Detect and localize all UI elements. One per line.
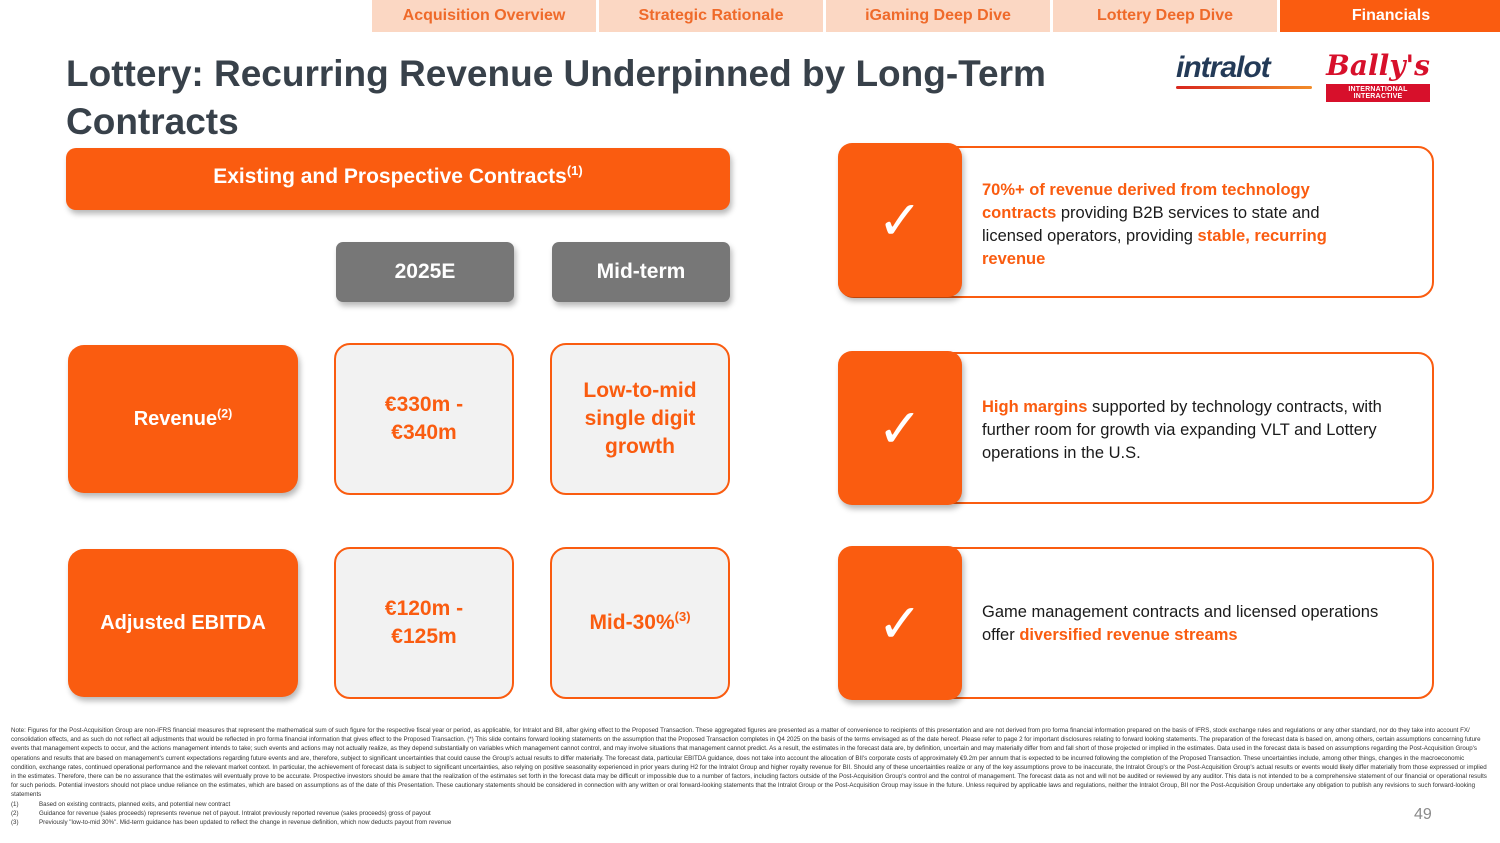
card-body: providing B2B services to state and lice…	[982, 204, 1320, 245]
row-label-revenue: Revenue(2)	[68, 345, 298, 493]
checkmark-icon: ✓	[838, 546, 962, 700]
revenue-2025e-cell: €330m - €340m	[334, 343, 514, 495]
footnote-ref-1: (1)	[566, 163, 583, 178]
revenue-midterm-cell: Low-to-mid single digit growth	[550, 343, 730, 495]
footnote-number: (2)	[11, 809, 19, 817]
intralot-logo: intralot	[1176, 52, 1316, 92]
card-text: Game management contracts and licensed o…	[982, 601, 1382, 647]
ebitda-2025e-cell: €120m - €125m	[334, 547, 514, 699]
footnote: (2) Guidance for revenue (sales proceeds)…	[11, 809, 1491, 818]
card-highlight: High margins	[982, 398, 1088, 416]
tab-financials[interactable]: Financials	[1280, 0, 1500, 32]
section-nav: Acquisition Overview Strategic Rationale…	[372, 0, 1500, 32]
footnote-number: (3)	[11, 819, 19, 827]
highlight-card-recurring-revenue: ✓ 70%+ of revenue derived from technolog…	[838, 143, 1435, 300]
footnote-text: Previously "low-to-mid 30%". Mid-term gu…	[39, 819, 452, 827]
column-header-midterm: Mid-term	[552, 242, 730, 302]
footnote-text: Guidance for revenue (sales proceeds) re…	[39, 809, 431, 817]
tab-acquisition-overview[interactable]: Acquisition Overview	[372, 0, 596, 32]
ballys-logo-subtitle: INTERNATIONAL INTERACTIVE	[1326, 84, 1430, 102]
footnote: (3) Previously "low-to-mid 30%". Mid-term…	[11, 818, 1491, 827]
ebitda-midterm-cell: Mid-30%(3)	[550, 547, 730, 699]
ebitda-midterm-value: Mid-30%(3)	[589, 609, 690, 637]
footnote-ref-3: (3)	[674, 609, 691, 624]
contracts-banner-text: Existing and Prospective Contracts	[213, 165, 567, 188]
ballys-logo: Bally's INTERNATIONAL INTERACTIVE	[1326, 48, 1430, 102]
page-number: 49	[1414, 806, 1432, 823]
contracts-banner-label: Existing and Prospective Contracts(1)	[213, 163, 583, 189]
card-body: supported by technology contracts, with …	[982, 398, 1382, 462]
card-text: 70%+ of revenue derived from technology …	[982, 179, 1382, 271]
checkmark-icon: ✓	[838, 351, 962, 505]
highlight-card-high-margins: ✓ High margins supported by technology c…	[838, 351, 1435, 505]
page-title: Lottery: Recurring Revenue Underpinned b…	[66, 53, 1046, 142]
row-label-revenue-text: Revenue(2)	[133, 405, 233, 431]
row-label-adjusted-ebitda: Adjusted EBITDA	[68, 549, 298, 697]
highlight-card-diversified-revenue: ✓ Game management contracts and licensed…	[838, 546, 1435, 700]
contracts-banner: Existing and Prospective Contracts(1)	[66, 148, 730, 210]
footnote-ref-2: (2)	[217, 405, 233, 420]
card-highlight: 70%+ of revenue derived from technology …	[982, 181, 1310, 222]
tab-lottery-deep-dive[interactable]: Lottery Deep Dive	[1053, 0, 1277, 32]
checkmark-icon: ✓	[838, 143, 962, 297]
card-highlight: stable, recurring revenue	[982, 227, 1327, 268]
disclaimer-notes: Note: Figures for the Post-Acquisition G…	[11, 726, 1491, 827]
footnote-number: (1)	[11, 800, 19, 808]
card-text: High margins supported by technology con…	[982, 396, 1402, 465]
tab-strategic-rationale[interactable]: Strategic Rationale	[599, 0, 823, 32]
revenue-label: Revenue	[133, 407, 218, 430]
tab-igaming-deep-dive[interactable]: iGaming Deep Dive	[826, 0, 1050, 32]
footnote: (1) Based on existing contracts, planned …	[11, 800, 1491, 809]
ebitda-midterm-text: Mid-30%	[589, 611, 675, 634]
ballys-logo-text: Bally's	[1326, 49, 1430, 82]
column-header-2025e: 2025E	[336, 242, 514, 302]
intralot-logo-text: intralot	[1176, 51, 1271, 84]
intralot-logo-swoosh	[1176, 86, 1312, 89]
card-highlight: diversified revenue streams	[1019, 626, 1238, 644]
disclaimer-text: Note: Figures for the Post-Acquisition G…	[11, 727, 1487, 799]
footnote-text: Based on existing contracts, planned exi…	[39, 800, 231, 808]
card-body: Game management contracts and licensed o…	[982, 603, 1379, 644]
